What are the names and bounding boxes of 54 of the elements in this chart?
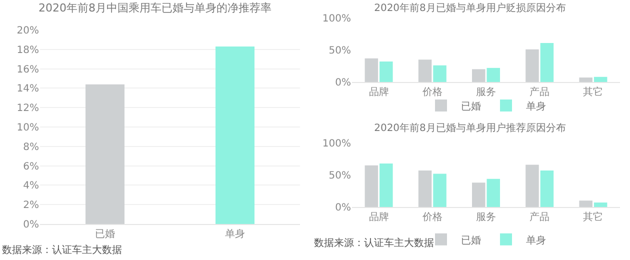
x-tick-label: 服务	[476, 86, 496, 98]
bar	[579, 200, 592, 207]
bar	[540, 42, 554, 82]
source-note: 数据来源：认证车主大数据	[2, 244, 122, 256]
bar	[380, 62, 393, 82]
bar	[526, 164, 539, 207]
y-tick-label: 20%	[16, 26, 39, 36]
x-tick-label: 其它	[583, 86, 604, 98]
x-tick-label: 产品	[530, 211, 550, 223]
legend-label: 已婚	[461, 101, 481, 112]
bar	[364, 58, 378, 82]
y-tick-label: 0%	[335, 202, 351, 214]
x-tick-label: 价格	[421, 86, 442, 98]
source-note: 数据来源：认证车主大数据	[314, 237, 434, 249]
bar	[540, 170, 554, 207]
x-tick-label: 产品	[530, 86, 550, 98]
x-tick-label: 品牌	[368, 86, 389, 98]
y-tick-label: 18%	[16, 44, 39, 56]
bar	[486, 68, 500, 82]
y-tick-label: 100%	[322, 138, 351, 150]
y-tick-label: 0%	[335, 78, 351, 88]
x-tick-label: 服务	[476, 211, 496, 223]
y-tick-label: 8%	[23, 142, 39, 153]
y-tick-label: 2%	[23, 200, 39, 212]
chart-title: 2020年前8月已婚与单身用户贬损原因分布	[374, 2, 566, 14]
y-tick-label: 0%	[23, 220, 39, 230]
y-tick-label: 14%	[16, 84, 39, 95]
y-tick-label: 50%	[328, 46, 351, 56]
bar	[594, 202, 608, 207]
x-tick-label: 其它	[583, 211, 604, 223]
bar	[526, 49, 539, 82]
y-tick-label: 4%	[23, 180, 39, 192]
bar	[579, 78, 592, 82]
legend-label: 单身	[526, 100, 546, 112]
bar	[472, 69, 486, 82]
chart-title: 2020年前8月已婚与单身用户推荐原因分布	[374, 122, 566, 134]
y-tick-label: 16%	[16, 64, 39, 76]
bar	[594, 76, 608, 82]
y-tick-label: 10%	[16, 122, 39, 134]
x-tick-label: 价格	[421, 211, 442, 223]
bar	[433, 174, 446, 207]
chart-title: 2020年前8月中国乘用车已婚与单身的净推荐率	[38, 2, 272, 15]
bar	[418, 170, 432, 207]
y-tick-label: 100%	[322, 14, 351, 24]
bar	[380, 163, 393, 207]
y-tick-label: 6%	[23, 161, 39, 172]
bar	[418, 60, 432, 82]
bar	[433, 65, 446, 82]
bar	[364, 165, 378, 207]
y-tick-label: 50%	[328, 170, 351, 182]
x-tick-label: 品牌	[368, 211, 389, 223]
bar	[472, 182, 486, 207]
bar	[486, 178, 500, 207]
y-tick-label: 12%	[16, 103, 39, 114]
